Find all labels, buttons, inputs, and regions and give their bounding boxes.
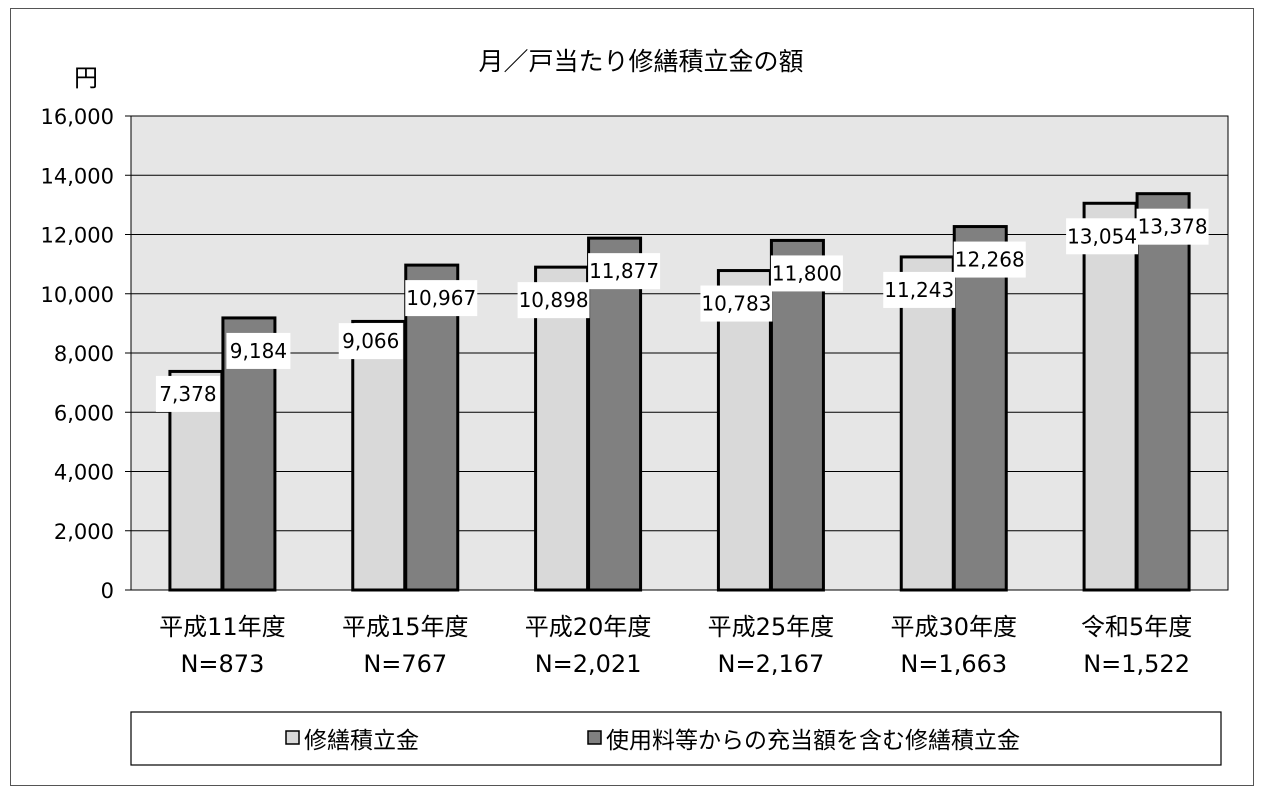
x-category-label: 令和5年度 xyxy=(1081,613,1192,641)
data-label-box xyxy=(953,241,1026,278)
chart-frame xyxy=(10,8,1254,786)
bar-series-1-5 xyxy=(899,255,955,592)
y-tick-label: 12,000 xyxy=(41,224,114,248)
data-label-series-1: 7,378 xyxy=(159,382,216,406)
bar-series-2-2 xyxy=(404,263,460,592)
bar-series-1-6 xyxy=(1082,201,1138,592)
data-label-series-2: 11,800 xyxy=(772,261,842,285)
data-label-series-1: 10,898 xyxy=(519,288,589,312)
data-label-box xyxy=(517,282,590,319)
bar-series-1-2 xyxy=(351,319,407,592)
y-tick-label: 0 xyxy=(101,579,114,603)
legend-swatch-series-2 xyxy=(587,730,602,745)
x-category-sublabel: N=1,663 xyxy=(900,650,1007,678)
legend-box xyxy=(130,711,1222,766)
data-label-series-1: 11,243 xyxy=(884,278,954,302)
y-axis-ticks: 0 2,000 4,000 6,000 8,000 10,000 12,000 14,000 1… xyxy=(41,105,131,603)
data-label-series-2: 10,967 xyxy=(406,286,476,310)
data-label-series-1: 9,066 xyxy=(342,329,399,353)
x-category-sublabel: N=2,167 xyxy=(718,650,825,678)
data-label-box xyxy=(338,323,403,360)
x-category-sublabel: N=1,522 xyxy=(1083,650,1190,678)
data-label-box xyxy=(883,271,956,308)
y-tick-label: 2,000 xyxy=(54,520,114,544)
bar-series-2-3 xyxy=(587,236,643,592)
y-tick-label: 6,000 xyxy=(54,401,114,425)
data-label-series-2: 12,268 xyxy=(955,248,1025,272)
x-category-sublabel: N=767 xyxy=(363,650,447,678)
x-category-label: 平成11年度 xyxy=(159,613,286,641)
bar-series-1-3 xyxy=(534,265,590,592)
y-tick-label: 10,000 xyxy=(41,283,114,307)
data-label-box xyxy=(405,280,478,317)
legend-label-series-2: 使用料等からの充当額を含む修繕積立金 xyxy=(606,728,1020,754)
data-label-box xyxy=(155,375,220,412)
x-category-label: 平成15年度 xyxy=(342,613,469,641)
chart-title: 月／戸当たり修繕積立金の額 xyxy=(478,47,803,76)
legend: 修繕積立金 使用料等からの充当額を含む修繕積立金 xyxy=(130,711,1222,766)
y-tick-label: 4,000 xyxy=(54,461,114,485)
data-label-box xyxy=(588,253,661,290)
x-category-sublabel: N=873 xyxy=(180,650,264,678)
data-label-series-2: 9,184 xyxy=(230,339,287,363)
data-label-series-1: 10,783 xyxy=(701,292,771,316)
bar-series-2-4 xyxy=(769,238,825,592)
x-category-sublabel: N=2,021 xyxy=(535,650,642,678)
grid-lines xyxy=(131,174,1228,532)
data-label-series-1: 13,054 xyxy=(1067,224,1137,248)
data-label-box xyxy=(1136,208,1209,245)
y-tick-label: 14,000 xyxy=(41,164,114,188)
x-axis-categories: 平成11年度 N=873 平成15年度 N=767 平成20年度 N=2,021 平成25年… xyxy=(159,613,1192,678)
data-label-box xyxy=(700,285,773,322)
legend-label-series-1: 修繕積立金 xyxy=(304,728,419,754)
bar-series-2-5 xyxy=(952,225,1008,592)
data-label-series-2: 13,378 xyxy=(1138,215,1208,239)
bar-series-1-4 xyxy=(716,269,772,592)
x-category-label: 平成30年度 xyxy=(890,613,1017,641)
x-category-label: 平成25年度 xyxy=(708,613,835,641)
data-label-box xyxy=(226,332,291,369)
y-axis-unit-label: 円 xyxy=(74,64,98,92)
bar-series-2-6 xyxy=(1135,192,1191,592)
data-label-box xyxy=(770,255,843,292)
y-tick-label: 8,000 xyxy=(54,342,114,366)
x-category-label: 平成20年度 xyxy=(525,613,652,641)
data-label-box xyxy=(1066,218,1139,255)
data-label-series-2: 11,877 xyxy=(589,259,659,283)
legend-swatch-series-1 xyxy=(285,730,300,745)
y-tick-label: 16,000 xyxy=(41,105,114,129)
